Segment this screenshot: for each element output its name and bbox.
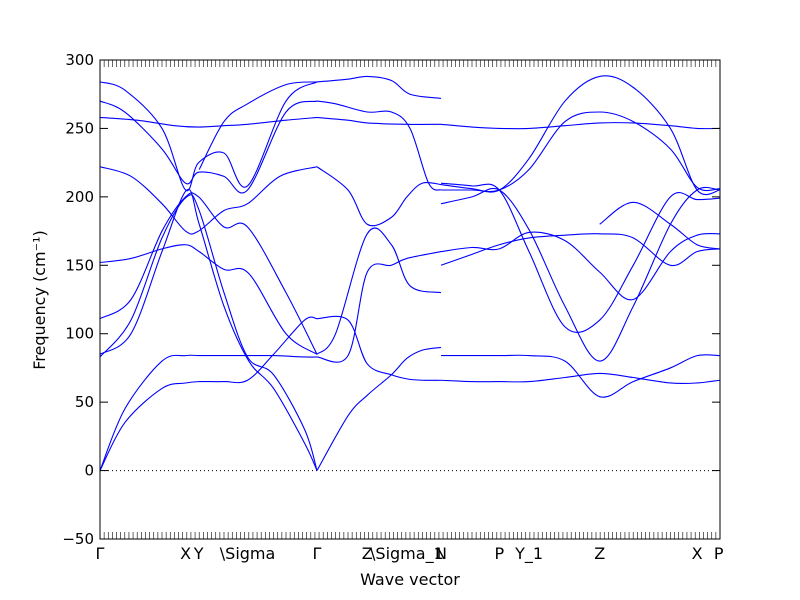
band-line-13 bbox=[316, 315, 442, 381]
band-line-23 bbox=[440, 182, 721, 333]
y-tick-label: 300 bbox=[65, 51, 94, 69]
x-tick-label: \Sigma bbox=[220, 544, 276, 563]
band-line-24 bbox=[440, 186, 721, 362]
y-tick-label: 50 bbox=[75, 393, 94, 411]
band-line-26 bbox=[440, 122, 721, 130]
band-line-17 bbox=[316, 116, 442, 125]
x-tick-label: Γ bbox=[96, 544, 105, 563]
band-line-2 bbox=[99, 316, 318, 471]
band-line-16 bbox=[316, 166, 442, 227]
x-tick-label: Y bbox=[193, 544, 204, 563]
y-tick-label: 150 bbox=[65, 256, 94, 274]
band-line-20 bbox=[441, 354, 721, 398]
y-tick-label: 0 bbox=[84, 462, 94, 480]
band-line-5 bbox=[99, 192, 318, 355]
x-tick-label: Γ bbox=[313, 544, 322, 563]
band-line-25 bbox=[440, 233, 721, 267]
plot-frame bbox=[99, 59, 721, 540]
x-tick-label: Y_1 bbox=[514, 544, 543, 564]
band-line-4 bbox=[99, 188, 318, 471]
x-tick-label: X bbox=[180, 544, 191, 563]
y-tick-label: 200 bbox=[65, 188, 94, 206]
y-tick-label: 250 bbox=[65, 119, 94, 137]
y-axis-label: Frequency (cm⁻¹) bbox=[30, 230, 49, 369]
x-tick-label: N bbox=[435, 544, 447, 563]
band-line-7 bbox=[99, 166, 318, 235]
band-line-29 bbox=[599, 201, 721, 250]
band-line-14 bbox=[316, 251, 442, 363]
band-line-9 bbox=[99, 100, 318, 194]
band-line-1 bbox=[99, 354, 318, 471]
band-line-21 bbox=[440, 372, 721, 385]
x-tick-label: P bbox=[494, 544, 504, 563]
band-line-18 bbox=[316, 100, 442, 191]
y-tick-label: 100 bbox=[65, 325, 94, 343]
tick-layer bbox=[99, 59, 721, 540]
x-axis-label: Wave vector bbox=[360, 570, 460, 589]
x-tick-label: X bbox=[692, 544, 703, 563]
series-layer bbox=[99, 75, 721, 471]
band-line-8 bbox=[99, 116, 318, 128]
x-tick-label: Z bbox=[594, 544, 605, 563]
x-tick-label: Z bbox=[362, 544, 373, 563]
band-line-15 bbox=[316, 227, 442, 355]
band-line-19 bbox=[316, 75, 442, 99]
band-line-6 bbox=[99, 244, 318, 355]
y-tick-label: −50 bbox=[62, 530, 94, 548]
x-tick-label: \Sigma_1 bbox=[370, 544, 444, 564]
x-tick-label: P bbox=[714, 544, 724, 563]
band-line-11 bbox=[198, 81, 318, 170]
band-line-10 bbox=[99, 81, 318, 192]
band-line-28 bbox=[441, 111, 721, 193]
band-line-3 bbox=[99, 194, 318, 471]
